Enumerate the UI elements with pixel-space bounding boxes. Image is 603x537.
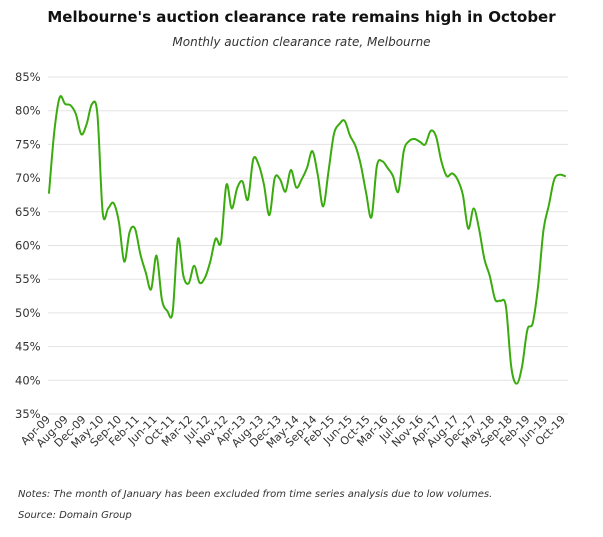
- y-tick-label: 55%: [15, 272, 41, 286]
- y-tick-label: 85%: [15, 70, 41, 84]
- y-tick-label: 65%: [15, 205, 41, 219]
- y-tick-label: 60%: [15, 239, 41, 253]
- y-tick-label: 40%: [15, 373, 41, 387]
- y-tick-label: 45%: [15, 340, 41, 354]
- y-tick-label: 35%: [15, 407, 41, 421]
- chart-subtitle: Monthly auction clearance rate, Melbourn…: [172, 35, 431, 49]
- chart-title: Melbourne's auction clearance rate remai…: [47, 8, 556, 26]
- y-tick-label: 80%: [15, 104, 41, 118]
- y-tick-label: 50%: [15, 306, 41, 320]
- series-line: [48, 95, 566, 385]
- chart-note: Notes: The month of January has been exc…: [18, 489, 493, 500]
- y-tick-label: 70%: [15, 171, 41, 185]
- y-tick-label: 75%: [15, 137, 41, 151]
- chart-source: Source: Domain Group: [18, 510, 132, 521]
